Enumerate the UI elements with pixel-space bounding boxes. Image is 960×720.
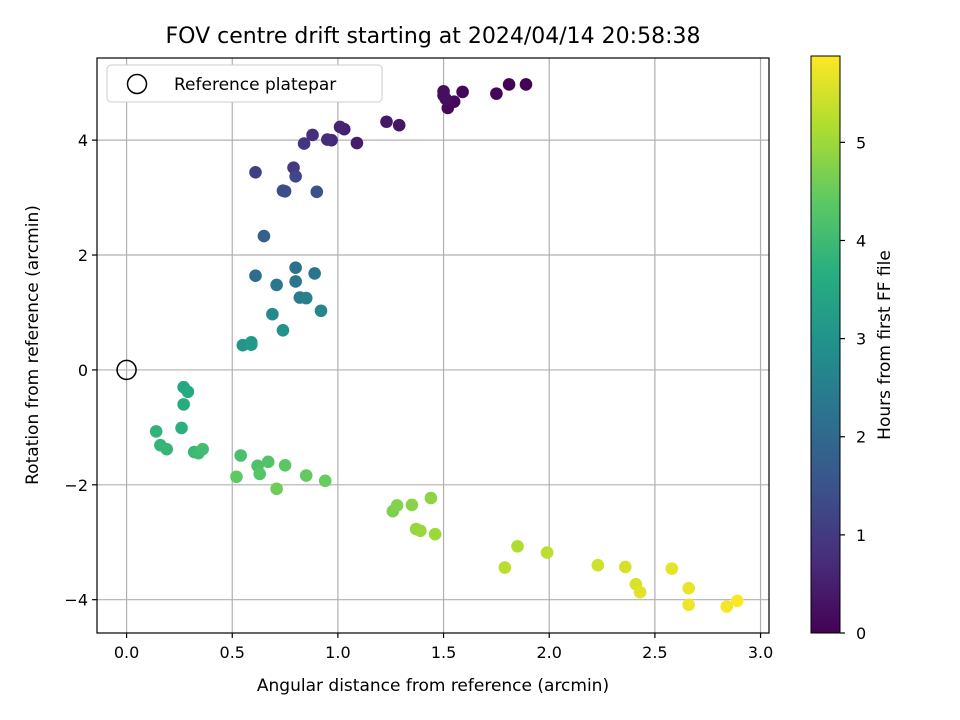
data-point [270,278,283,292]
y-tick-label: −2 [64,476,88,495]
data-point [310,185,324,199]
data-point [249,166,262,179]
data-point [456,85,469,99]
chart-title: FOV centre drift starting at 2024/04/14 … [166,24,701,49]
data-point [196,442,209,456]
data-point [392,118,406,132]
data-point [519,78,533,91]
data-point [230,470,243,484]
data-point [428,527,442,541]
x-axis-ticks: 0.0 0.5 1.0 1.5 2.0 2.5 3.0 [114,633,773,662]
data-point [266,307,279,321]
data-point [424,491,438,505]
data-point [633,585,647,599]
colorbar-gradient [810,55,841,634]
data-point [289,275,302,288]
x-tick-label: 3.0 [748,643,773,662]
data-point [511,539,524,553]
data-point [160,442,174,456]
data-point [234,449,247,462]
x-tick-label: 1.5 [431,643,456,662]
data-point [380,115,393,129]
colorbar-tick-label: 2 [856,428,866,447]
colorbar-tick-label: 5 [856,133,866,152]
data-point [249,269,262,283]
data-point [333,120,347,134]
reference-marker [116,359,137,381]
data-point [257,229,271,243]
data-point [289,170,302,183]
data-point [414,524,427,538]
colorbar: 0 1 2 3 4 5 Hours from first FF file [810,55,895,643]
reference-marker-layer [116,359,137,381]
data-point [314,304,328,318]
data-point [253,467,267,481]
legend-box [106,64,383,103]
data-point [498,561,512,574]
x-tick-label: 1.0 [325,643,350,662]
data-point [318,474,332,488]
colorbar-tick-label: 1 [856,526,866,545]
data-point [720,600,734,613]
data-point [321,133,334,146]
colorbar-tick-label: 3 [856,330,866,349]
plot-frame [96,57,770,634]
data-point [175,421,188,435]
data-point [297,137,311,150]
data-point [289,261,302,274]
x-tick-label: 2.0 [536,643,561,662]
data-point [665,562,679,575]
data-point [244,338,258,351]
data-point [299,291,313,305]
data-point [439,92,452,106]
grid-lines [97,58,769,633]
data-point [350,136,364,150]
data-point [299,469,313,482]
y-tick-label: 4 [78,131,88,150]
y-tick-label: −4 [64,591,88,610]
colorbar-label: Hours from first FF file [875,250,895,440]
y-axis-label: Rotation from reference (arcmin) [23,205,43,485]
data-point [619,560,632,574]
data-point [682,581,695,595]
data-point [149,425,163,438]
legend-entry-reference: Reference platepar [174,75,336,95]
data-point [261,455,275,469]
y-axis-ticks: −4 −2 0 2 4 [64,131,97,610]
legend: Reference platepar [106,64,383,103]
data-point [177,398,190,411]
data-point [390,499,404,512]
y-tick-label: 2 [78,246,88,265]
data-point [490,87,503,100]
x-tick-label: 2.5 [642,643,667,662]
x-tick-label: 0.5 [220,643,245,662]
colorbar-ticks: 0 1 2 3 4 5 [840,133,866,643]
data-point [682,598,695,612]
data-points [149,78,744,613]
x-axis-label: Angular distance from reference (arcmin) [257,676,609,696]
x-tick-label: 0.0 [114,643,139,662]
data-point [731,594,744,608]
data-point [278,184,292,198]
colorbar-tick-label: 4 [856,231,866,250]
data-point [278,458,292,472]
data-point [308,267,321,280]
data-point [276,323,290,337]
data-point [405,498,419,512]
y-tick-label: 0 [78,361,88,380]
data-point [306,128,319,142]
data-point [502,78,516,91]
legend-reference-marker [126,73,148,95]
data-point [540,546,554,559]
colorbar-tick-label: 0 [856,624,866,643]
data-point [181,385,195,399]
data-point [591,558,605,572]
data-point [270,482,283,496]
